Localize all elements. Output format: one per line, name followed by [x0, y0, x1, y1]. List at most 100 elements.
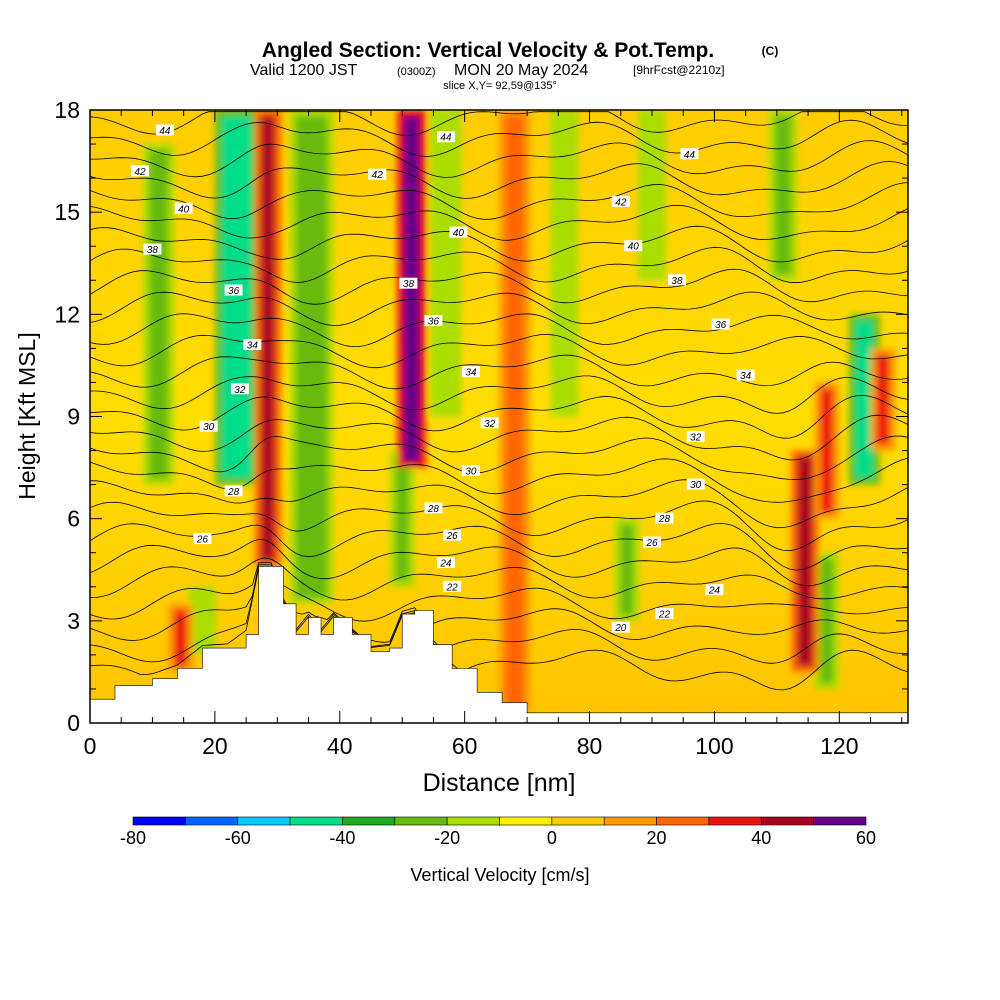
isotherm-line — [90, 313, 908, 348]
svg-text:44: 44 — [159, 126, 171, 137]
isotherm-line — [90, 562, 908, 622]
isotherm-label: 30 — [199, 420, 218, 433]
colorbar-tick-label: -80 — [120, 828, 146, 848]
valid-utc: (0300Z) — [397, 66, 436, 78]
isotherm-layer — [90, 111, 908, 691]
downdraft-column — [644, 116, 660, 275]
isotherm-label: 22 — [443, 580, 462, 593]
isotherm-label: 36 — [424, 315, 443, 328]
isotherm-label: 28 — [424, 502, 443, 515]
isotherm-line — [90, 119, 908, 157]
svg-text:22: 22 — [446, 582, 459, 593]
isotherm-label: 30 — [461, 464, 480, 477]
svg-text:42: 42 — [372, 170, 384, 181]
colorbar-tick-label: -40 — [329, 828, 355, 848]
isotherm-line — [90, 182, 908, 220]
updraft-column — [797, 456, 813, 666]
isotherm-label: 44 — [680, 148, 699, 161]
svg-text:24: 24 — [708, 586, 721, 597]
downdraft-column — [296, 116, 328, 598]
downdraft-column — [820, 558, 834, 683]
colorbar-label: Vertical Velocity [cm/s] — [410, 865, 589, 885]
isotherm-line — [90, 564, 908, 643]
colorbar-swatch — [394, 816, 448, 826]
isotherm-line — [90, 375, 908, 414]
colorbar-swatch — [132, 816, 186, 826]
isotherm-label: 24 — [705, 584, 724, 597]
isotherm-label: 20 — [611, 621, 630, 634]
updraft-column — [876, 354, 890, 445]
colorbar-swatch — [289, 816, 343, 826]
colorbar-swatch — [551, 816, 605, 826]
colorbar-tick-label: 0 — [547, 828, 557, 848]
isotherm-line — [90, 268, 908, 305]
svg-text:26: 26 — [446, 531, 459, 542]
isotherm-line — [90, 161, 908, 199]
svg-text:38: 38 — [671, 276, 683, 287]
isotherm-line — [90, 225, 908, 263]
forecast-label: [9hrFcst@2210z] — [633, 63, 725, 77]
colorbar-tick-label: 60 — [856, 828, 876, 848]
svg-text:36: 36 — [428, 317, 440, 328]
y-tick-label: 9 — [67, 404, 80, 430]
valid-date: MON 20 May 2024 — [454, 62, 588, 79]
colorbar-swatch — [656, 816, 710, 826]
x-tick-label: 0 — [84, 733, 97, 759]
isotherm-label: 38 — [143, 243, 162, 256]
downdraft-column — [149, 150, 169, 479]
x-tick-label: 120 — [820, 733, 858, 759]
svg-text:26: 26 — [196, 535, 209, 546]
valid-prefix: Valid 1200 JST — [250, 62, 358, 79]
svg-text:30: 30 — [465, 466, 477, 477]
svg-text:28: 28 — [227, 487, 240, 498]
downdraft-column — [194, 592, 211, 649]
svg-text:44: 44 — [440, 133, 452, 144]
y-tick-label: 12 — [54, 301, 80, 327]
svg-text:34: 34 — [740, 371, 752, 382]
svg-text:30: 30 — [690, 480, 702, 491]
isotherm-line — [90, 557, 908, 601]
svg-text:30: 30 — [203, 422, 215, 433]
colorbar-tick-label: 20 — [647, 828, 667, 848]
downdraft-column — [556, 116, 573, 411]
isotherm-line — [90, 394, 908, 439]
svg-text:22: 22 — [658, 610, 671, 621]
colorbar-swatch — [708, 816, 762, 826]
x-axis-label: Distance [nm] — [423, 769, 576, 797]
colorbar-swatch — [603, 816, 657, 826]
svg-text:28: 28 — [427, 504, 440, 515]
isotherm-label: 36 — [711, 318, 730, 331]
isotherm-line — [90, 204, 908, 241]
colorbar-swatch — [813, 816, 867, 826]
svg-text:38: 38 — [147, 245, 159, 256]
isotherm-label: 26 — [193, 533, 212, 546]
svg-text:34: 34 — [465, 368, 477, 379]
colorbar-swatch — [760, 816, 814, 826]
terrain — [90, 566, 908, 723]
colorbar: -80 -60 -40 -20 0 20 40 60 — [120, 816, 876, 848]
downdraft-column — [854, 320, 874, 479]
isotherm-line — [90, 568, 908, 691]
isotherm-label: 32 — [230, 383, 249, 396]
svg-text:40: 40 — [178, 204, 190, 215]
isotherm-line — [90, 333, 908, 369]
isotherm-line — [90, 414, 908, 461]
isotherm-line — [90, 111, 908, 136]
isotherm-label: 42 — [611, 195, 630, 208]
isotherm-line — [90, 246, 908, 284]
x-tick-label: 20 — [202, 733, 228, 759]
updraft-column — [403, 116, 420, 462]
updraft-column — [174, 609, 187, 666]
colorbar-swatch — [499, 816, 553, 826]
svg-text:32: 32 — [690, 432, 702, 443]
y-tick-label: 15 — [54, 199, 80, 225]
svg-text:36: 36 — [715, 320, 727, 331]
isotherm-label: 28 — [224, 485, 243, 498]
plot-area: 44 42 40 38 36 34 32 30 28 26 44 42 40 38 36 34 32 30 28 26… — [90, 110, 908, 723]
svg-text:24: 24 — [439, 558, 452, 569]
isotherm-label: 28 — [655, 512, 674, 525]
isotherm-label: 32 — [686, 430, 705, 443]
isotherm-label: 26 — [443, 529, 462, 542]
